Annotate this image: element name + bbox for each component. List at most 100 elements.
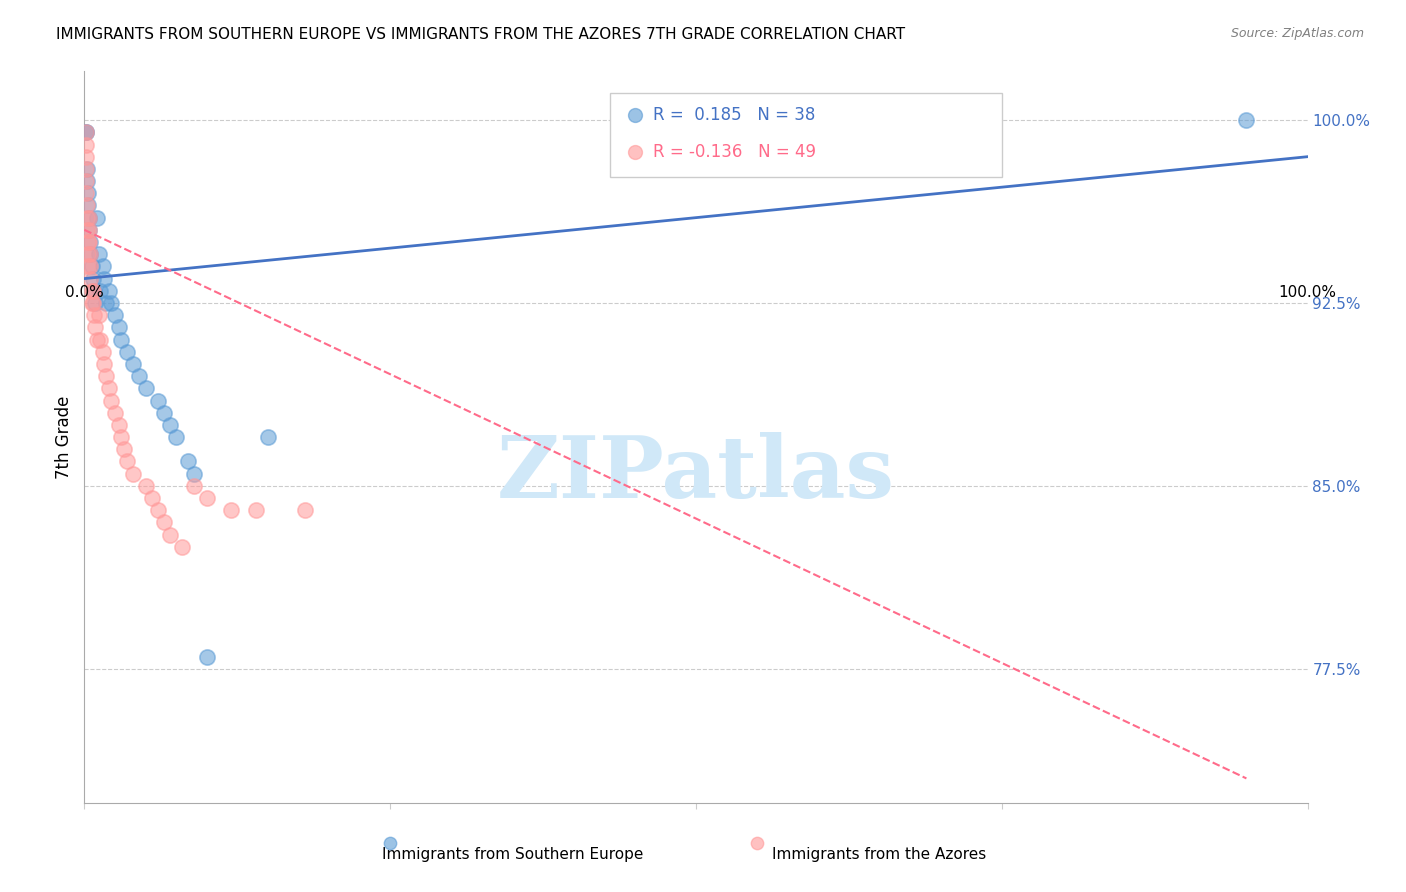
- Point: [75, 125, 97, 139]
- Point: [177, 454, 200, 468]
- Point: [79, 271, 101, 285]
- Point: [97, 284, 120, 298]
- Point: [146, 503, 169, 517]
- Point: [89, 333, 111, 347]
- Point: [104, 406, 127, 420]
- Point: [146, 393, 169, 408]
- Point: [183, 467, 205, 481]
- Point: [87, 247, 110, 261]
- Point: [80, 260, 103, 274]
- Point: [76, 211, 98, 225]
- Text: R =  0.185   N = 38: R = 0.185 N = 38: [654, 106, 815, 124]
- Point: [76, 174, 98, 188]
- Point: [76, 161, 98, 176]
- Text: R = -0.136   N = 49: R = -0.136 N = 49: [654, 143, 815, 161]
- Text: Source: ZipAtlas.com: Source: ZipAtlas.com: [1230, 27, 1364, 40]
- Point: [82, 284, 104, 298]
- Text: 0.0%: 0.0%: [65, 285, 104, 300]
- Point: [77, 211, 100, 225]
- Point: [195, 649, 218, 664]
- Point: [77, 247, 100, 261]
- Point: [294, 503, 316, 517]
- Point: [141, 491, 163, 505]
- Bar: [610, 94, 1002, 178]
- Point: [110, 333, 132, 347]
- Point: [1236, 113, 1258, 128]
- Point: [107, 320, 129, 334]
- Point: [89, 284, 111, 298]
- Point: [87, 308, 110, 322]
- Point: [195, 491, 218, 505]
- Point: [122, 357, 145, 371]
- Point: [110, 430, 132, 444]
- Point: [172, 540, 194, 554]
- Point: [165, 430, 187, 444]
- Point: [82, 296, 104, 310]
- Point: [75, 125, 97, 139]
- Point: [79, 260, 101, 274]
- Point: [80, 284, 103, 298]
- Point: [624, 260, 647, 274]
- Point: [77, 198, 100, 212]
- Text: 100.0%: 100.0%: [1278, 285, 1337, 300]
- Point: [153, 516, 176, 530]
- Text: Immigrants from the Azores: Immigrants from the Azores: [772, 847, 987, 862]
- Point: [97, 381, 120, 395]
- Point: [112, 442, 135, 457]
- Point: [86, 333, 108, 347]
- Point: [83, 308, 105, 322]
- Point: [91, 344, 114, 359]
- Text: ZIPatlas: ZIPatlas: [496, 432, 896, 516]
- Point: [135, 381, 157, 395]
- Point: [93, 357, 115, 371]
- Point: [100, 393, 122, 408]
- Point: [82, 271, 104, 285]
- Point: [77, 235, 100, 249]
- Point: [219, 503, 242, 517]
- Point: [159, 417, 181, 432]
- Point: [75, 150, 97, 164]
- Point: [135, 479, 157, 493]
- Point: [86, 211, 108, 225]
- Point: [75, 186, 97, 201]
- Point: [245, 503, 267, 517]
- Point: [107, 417, 129, 432]
- Point: [84, 296, 107, 310]
- Point: [115, 344, 138, 359]
- Point: [83, 284, 105, 298]
- Point: [77, 186, 100, 201]
- Text: Immigrants from Southern Europe: Immigrants from Southern Europe: [382, 847, 643, 862]
- Point: [100, 296, 122, 310]
- Point: [77, 223, 100, 237]
- Point: [77, 211, 100, 225]
- Point: [75, 174, 97, 188]
- Point: [79, 235, 101, 249]
- Point: [75, 125, 97, 139]
- Text: IMMIGRANTS FROM SOUTHERN EUROPE VS IMMIGRANTS FROM THE AZORES 7TH GRADE CORRELAT: IMMIGRANTS FROM SOUTHERN EUROPE VS IMMIG…: [56, 27, 905, 42]
- Y-axis label: 7th Grade: 7th Grade: [55, 395, 73, 479]
- Point: [257, 430, 280, 444]
- Point: [93, 271, 115, 285]
- Point: [91, 260, 114, 274]
- Point: [77, 260, 100, 274]
- Point: [79, 247, 101, 261]
- Point: [153, 406, 176, 420]
- Point: [96, 369, 118, 384]
- Point: [128, 369, 150, 384]
- Point: [76, 198, 98, 212]
- Point: [104, 308, 127, 322]
- Point: [624, 381, 647, 395]
- Point: [76, 223, 98, 237]
- Point: [159, 527, 181, 541]
- Point: [80, 296, 103, 310]
- Point: [183, 479, 205, 493]
- Point: [75, 137, 97, 152]
- Point: [79, 247, 101, 261]
- Point: [84, 320, 107, 334]
- Point: [77, 223, 100, 237]
- Point: [77, 235, 100, 249]
- Point: [75, 161, 97, 176]
- Point: [96, 296, 118, 310]
- Point: [115, 454, 138, 468]
- Point: [122, 467, 145, 481]
